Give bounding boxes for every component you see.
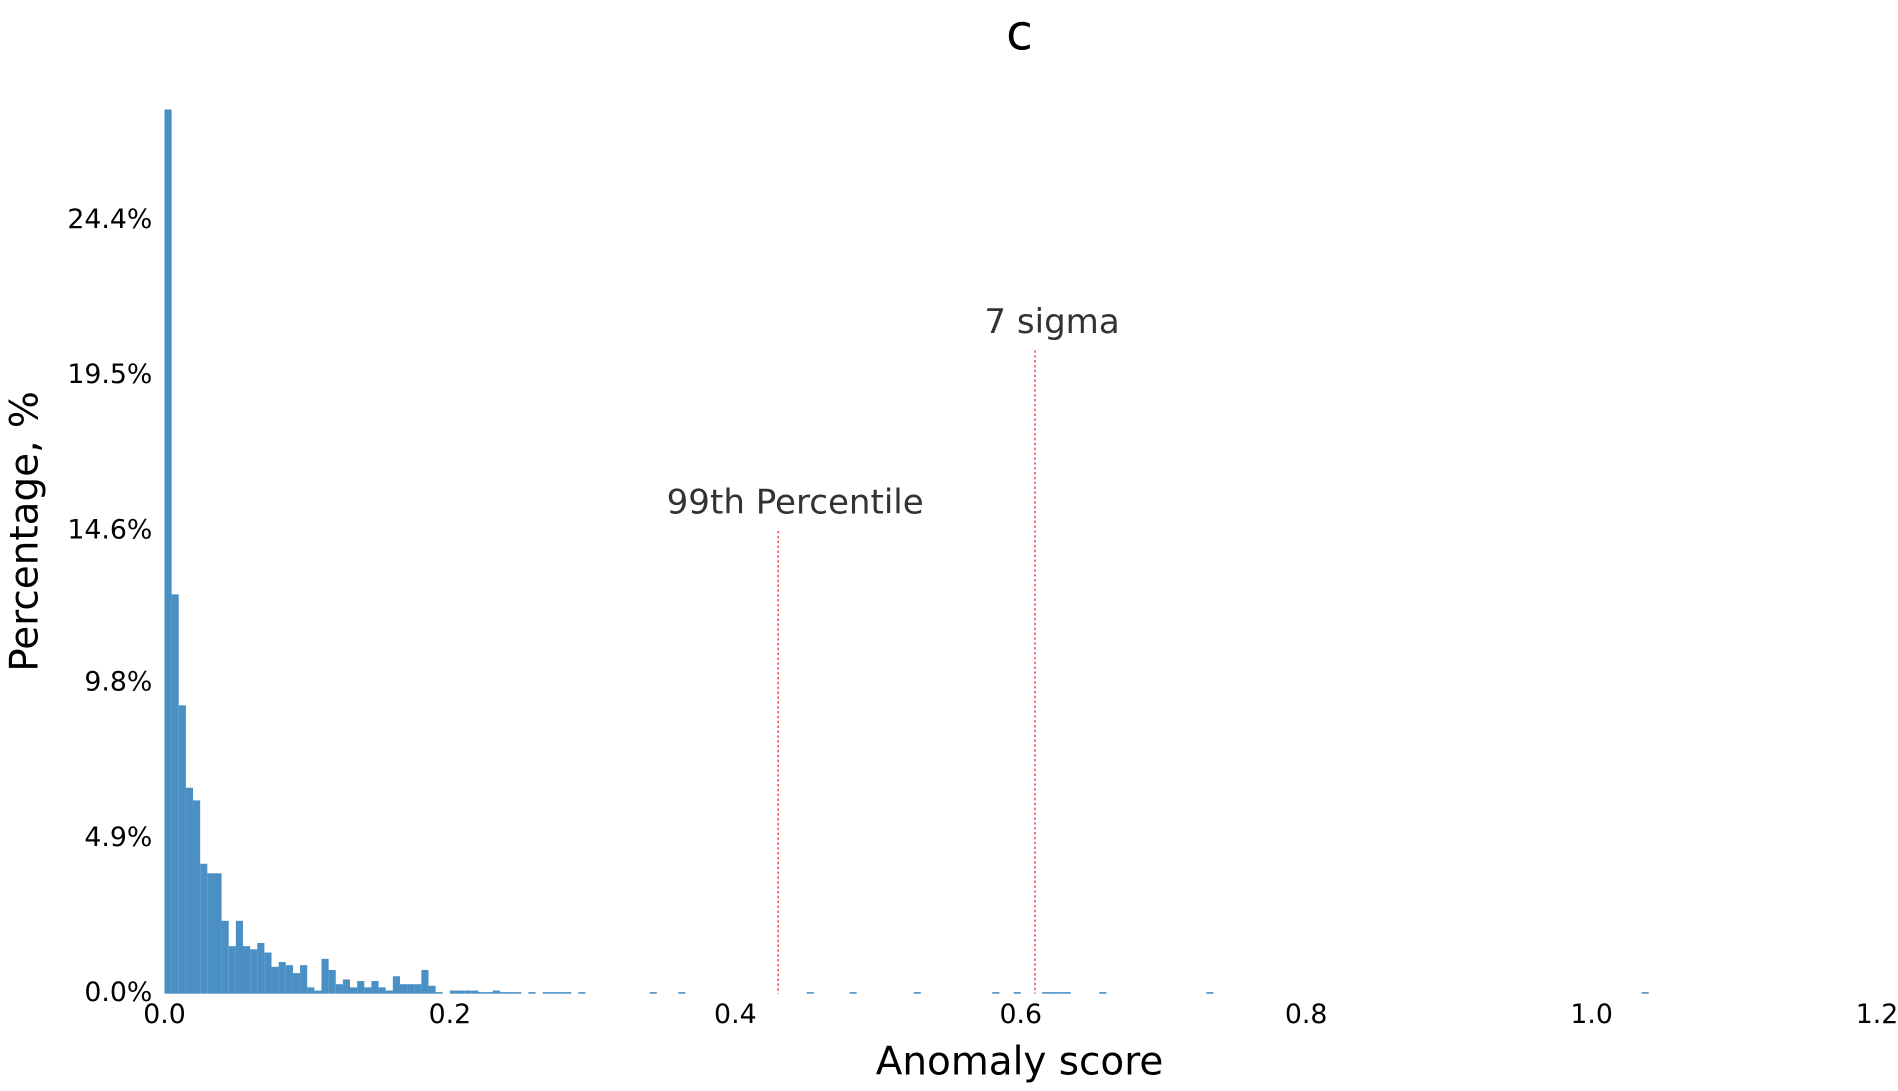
bar <box>549 992 557 994</box>
bar <box>178 705 186 994</box>
bar <box>378 987 386 994</box>
bar <box>307 987 315 994</box>
y-tick-label: 24.4% <box>67 204 152 235</box>
y-tick-label: 0.0% <box>84 977 152 1008</box>
bar <box>228 946 236 994</box>
annotation-label: 7 sigma <box>984 302 1119 342</box>
bar <box>478 992 486 994</box>
bar <box>806 992 814 994</box>
bar <box>285 965 293 994</box>
x-axis-label: Anomaly score <box>876 1040 1164 1085</box>
bar <box>421 969 429 994</box>
bar <box>849 992 857 994</box>
bar <box>350 987 358 994</box>
bar <box>171 594 179 994</box>
bar <box>1063 992 1071 994</box>
bar <box>399 984 408 994</box>
bar <box>342 979 351 994</box>
bar <box>428 985 436 994</box>
bar <box>335 984 343 994</box>
bar <box>193 800 201 994</box>
x-tick-label: 1.2 <box>1856 999 1898 1030</box>
bar <box>271 966 279 994</box>
y-tick-label: 19.5% <box>67 359 152 390</box>
bar <box>385 990 393 994</box>
bar <box>1206 992 1214 994</box>
bar <box>542 992 550 994</box>
bar <box>257 942 265 994</box>
bar <box>514 992 522 994</box>
bar <box>328 969 336 994</box>
bar <box>214 873 222 994</box>
bar <box>649 992 657 994</box>
x-tick-label: 0.8 <box>1285 999 1328 1030</box>
bar <box>1641 992 1649 994</box>
annotation-label: 99th Percentile <box>667 483 924 523</box>
bar <box>392 976 400 994</box>
bar <box>207 873 215 994</box>
bar <box>556 992 565 994</box>
bar <box>449 990 458 994</box>
bar <box>1013 992 1021 994</box>
bar <box>913 992 921 994</box>
bar <box>185 787 194 994</box>
bar <box>464 990 472 994</box>
bar <box>528 992 536 994</box>
y-axis-label: Percentage, % <box>3 391 48 672</box>
bar <box>300 965 308 994</box>
bar <box>314 990 322 994</box>
bar <box>1099 992 1107 994</box>
bar <box>492 990 500 994</box>
bar <box>371 981 379 994</box>
bar <box>407 984 415 994</box>
bar <box>250 949 258 994</box>
bar <box>564 992 572 994</box>
bar <box>507 992 515 994</box>
bar <box>1042 992 1064 994</box>
bar <box>357 981 365 994</box>
x-tick-label: 0.4 <box>714 999 757 1030</box>
y-tick-label: 9.8% <box>84 667 152 698</box>
bar <box>485 992 493 994</box>
bar <box>278 962 286 994</box>
bar <box>164 109 172 994</box>
bar <box>992 992 1000 994</box>
x-tick-label: 0.6 <box>999 999 1042 1030</box>
y-tick-label: 4.9% <box>84 822 152 853</box>
bar <box>457 990 465 994</box>
bar <box>364 987 372 994</box>
bar <box>499 992 508 994</box>
bar <box>292 973 301 994</box>
bar <box>200 863 208 994</box>
bar <box>264 952 272 994</box>
bar <box>678 992 686 994</box>
x-tick-label: 1.0 <box>1570 999 1613 1030</box>
chart-title: c <box>1006 5 1033 61</box>
bar <box>321 958 329 994</box>
bar <box>435 992 443 994</box>
bar <box>242 946 251 994</box>
bar <box>471 990 479 994</box>
bar <box>221 920 229 994</box>
x-tick-label: 0.2 <box>429 999 472 1030</box>
x-tick-label: 0.0 <box>143 999 186 1030</box>
y-tick-label: 14.6% <box>67 514 152 545</box>
bar <box>235 920 243 994</box>
bar <box>578 992 586 994</box>
bar <box>414 984 422 994</box>
